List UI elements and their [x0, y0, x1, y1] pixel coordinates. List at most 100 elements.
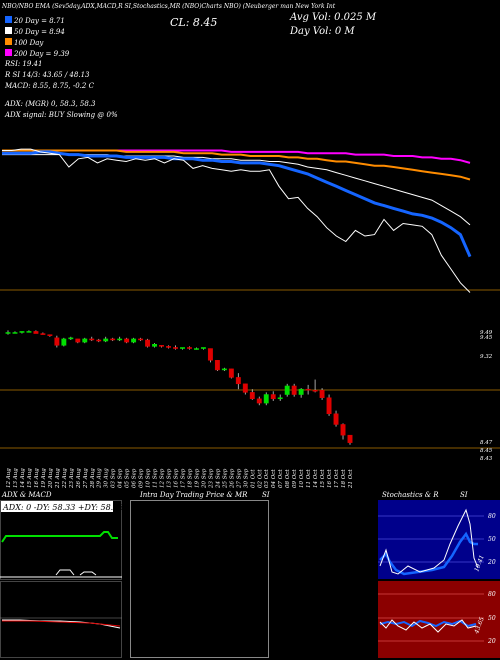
x-tick-label: 27 Sep — [236, 468, 242, 489]
ema20-line — [2, 150, 472, 258]
x-tick-label: 16 Oct — [327, 469, 333, 488]
stoch-panel-bg — [378, 500, 500, 579]
price-axis-label: 8.45 — [480, 448, 493, 454]
ema20-swatch — [5, 16, 12, 23]
x-tick-label: 16 Sep — [174, 468, 180, 488]
ema100-legend: 100 Day — [5, 38, 43, 47]
candle-body — [145, 339, 151, 347]
x-tick-label: 21 Aug — [55, 468, 61, 489]
stoch-panel-title: Stochastics & R — [382, 491, 439, 499]
ema50-line — [2, 154, 471, 226]
candle-body — [26, 331, 32, 333]
candle-body — [33, 331, 39, 334]
x-tick-label: 30 Sep — [243, 468, 249, 488]
candle-body — [54, 337, 60, 346]
candle-body — [180, 347, 185, 349]
x-tick-label: 03 Sep — [111, 468, 117, 488]
ema200-swatch — [5, 49, 12, 56]
candle-body — [131, 338, 137, 343]
rsi-tick-20: 20 — [487, 638, 496, 645]
candle-body — [326, 397, 332, 415]
x-tick-label: 01 Oct — [250, 469, 256, 488]
price-axis-label: 9.45 — [480, 335, 493, 341]
avg-volume-label: Avg Vol: 0.025 M — [290, 12, 377, 23]
adx-minus-di-line — [55, 569, 75, 576]
candle-body — [159, 345, 165, 347]
stoch-d-line — [379, 531, 478, 576]
rsi-readout: RSI: 19.41 — [5, 60, 43, 68]
ema200-label: 200 Day = 9.39 — [14, 50, 70, 58]
candle-body — [138, 338, 144, 341]
candle-body — [270, 394, 276, 400]
candle-body — [221, 368, 227, 371]
candle-body — [89, 338, 95, 341]
adx-values-bg — [1, 501, 113, 512]
intraday-panel-title: Intra Day Trading Price & MR — [140, 491, 248, 499]
candle-body — [200, 347, 206, 349]
adx-panel-title: ADX & MACD — [2, 491, 52, 499]
candle-body — [173, 347, 178, 349]
candle-body — [152, 344, 158, 347]
x-tick-label: 10 Sep — [146, 468, 152, 488]
x-tick-label: 23 Sep — [208, 468, 214, 489]
x-tick-label: 14 Oct — [313, 469, 319, 488]
intraday-panel — [130, 500, 269, 658]
candle-body — [96, 339, 102, 342]
macd-panel-bg — [0, 581, 122, 658]
candle-body — [117, 338, 123, 341]
candle-body — [187, 347, 192, 349]
intraday-panel-bg — [130, 500, 269, 658]
ema-lines — [0, 148, 500, 449]
x-tick-label: 16 Aug — [34, 468, 40, 488]
x-tick-label: 12 Aug — [6, 468, 12, 488]
x-tick-label: 21 Oct — [348, 469, 354, 489]
candle-body — [12, 332, 18, 334]
x-tick-label: 17 Sep — [180, 468, 186, 488]
rsi-line — [379, 619, 477, 633]
candle-body — [124, 338, 130, 343]
ema50-label: 50 Day = 8.94 — [14, 28, 65, 36]
x-tick-label: 23 Aug — [69, 468, 75, 489]
candle-body — [333, 413, 339, 425]
close-price-line — [2, 148, 471, 293]
x-tick-label: 05 Sep — [125, 468, 131, 488]
candle-body — [47, 334, 53, 336]
candle-body — [166, 346, 171, 348]
stochastics-rsi-panel: 80 50 20 19.41 80 50 20 43.65 — [378, 500, 500, 658]
candle-body — [5, 332, 11, 334]
x-tick-label: 12 Sep — [160, 468, 166, 488]
candle-body — [110, 338, 116, 341]
x-tick-label: 07 Oct — [278, 469, 284, 488]
price-axis-label: 8.47 — [480, 440, 493, 446]
adx-values-text: ADX: 0 -DY: 58.33 +DY: 58.33 — [2, 503, 122, 512]
ema20-legend: 20 Day = 8.71 — [5, 16, 65, 25]
candle-body — [103, 338, 109, 342]
x-tick-label: 18 Sep — [187, 468, 193, 488]
ema50-legend: 50 Day = 8.94 — [5, 27, 65, 36]
price-axis-labels: 9.499.45 9.32 8.47 8.45 8.43 — [480, 330, 493, 462]
x-tick-label: 09 Sep — [139, 468, 145, 488]
x-tick-label: 20 Aug — [48, 468, 54, 489]
candle-body — [305, 388, 311, 391]
candle-body — [312, 389, 318, 392]
x-tick-label: 06 Sep — [132, 468, 138, 488]
macd-readout: MACD: 8.55, 8.75, -0.2 C — [5, 82, 94, 90]
stoch-panel-title-si: SI — [460, 491, 468, 499]
si-readout: R SI 14/3: 43.65 / 48.13 — [5, 71, 90, 79]
x-tick-label: 13 Aug — [13, 468, 19, 488]
x-tick-label: 04 Oct — [271, 469, 277, 488]
x-tick-label: 17 Oct — [334, 469, 340, 488]
candle-body — [193, 348, 199, 350]
ema100-line — [2, 149, 471, 181]
stoch-k-line — [379, 508, 479, 575]
chart-header: NBO/NBO EMA (Sev5day,ADX,MACD,R SI,Stoch… — [2, 3, 336, 10]
rsi-tick-50: 50 — [488, 615, 496, 622]
candle-body — [256, 398, 262, 404]
x-tick-label: 09 Oct — [292, 469, 298, 488]
x-tick-label: 25 Sep — [222, 468, 228, 489]
adx-plus-di-line — [79, 571, 97, 576]
candle-body — [61, 338, 67, 346]
candle-body — [298, 388, 304, 395]
candle-body — [347, 434, 353, 443]
day-volume-label: Day Vol: 0 M — [290, 26, 355, 37]
